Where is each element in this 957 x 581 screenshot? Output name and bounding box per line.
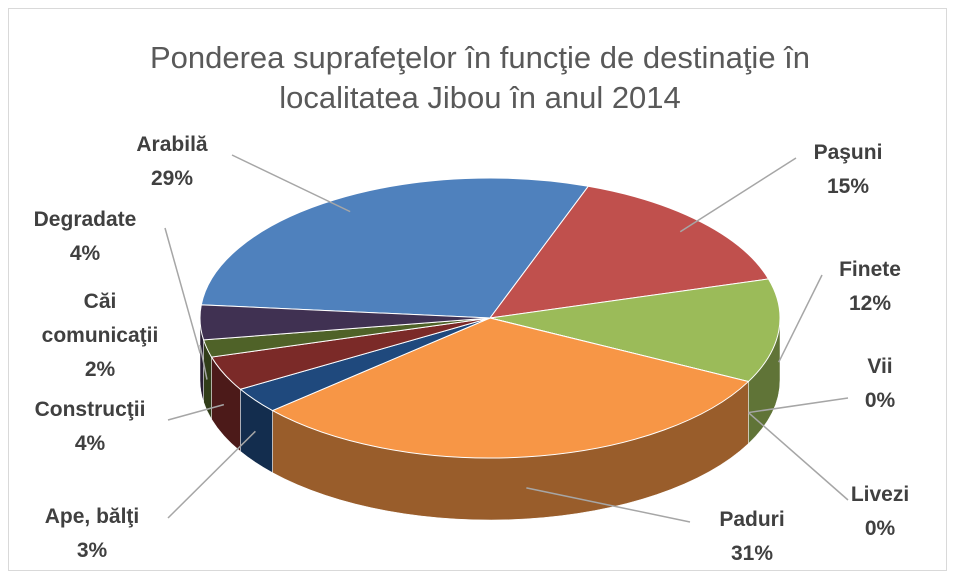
leader-line (778, 274, 823, 363)
slice-label: Finete (839, 258, 901, 281)
slice-label: Paşuni (813, 141, 883, 164)
slice (199, 304, 491, 341)
value-label: 2% (84, 358, 116, 381)
value-label: 0% (864, 517, 896, 540)
leader-line (167, 403, 225, 421)
slice-label: Ape, bălţi (44, 505, 140, 528)
leader-line (748, 397, 849, 414)
slice-label: Vii (867, 355, 893, 378)
slice-label: Căi comunicaţii (41, 290, 159, 347)
value-label: 0% (864, 389, 896, 412)
slice (271, 317, 750, 459)
value-label: 4% (69, 242, 101, 265)
slice-label: Paduri (719, 508, 785, 531)
slice (200, 177, 590, 319)
value-label: 31% (730, 542, 774, 565)
value-label: 3% (76, 539, 108, 562)
slice-label: Livezi (850, 483, 910, 506)
value-label: 29% (150, 167, 194, 190)
value-label: 12% (848, 292, 892, 315)
leader-line (199, 344, 208, 380)
value-label: 15% (826, 175, 870, 198)
value-label: 4% (74, 432, 106, 455)
leader-line (679, 157, 797, 233)
leader-line (167, 430, 256, 519)
slice-label: Construcţii (34, 398, 146, 421)
leader-line (164, 227, 201, 354)
slice (488, 185, 770, 319)
chart-title: Ponderea suprafeţelor în funcţie de dest… (149, 40, 811, 115)
slice-label: Arabilă (136, 133, 208, 156)
chart-border (8, 8, 947, 571)
leader-line (526, 487, 691, 523)
leader-line (231, 154, 351, 213)
slice-label: Degradate (33, 208, 137, 231)
slice (489, 278, 781, 383)
leader-line (747, 411, 849, 501)
